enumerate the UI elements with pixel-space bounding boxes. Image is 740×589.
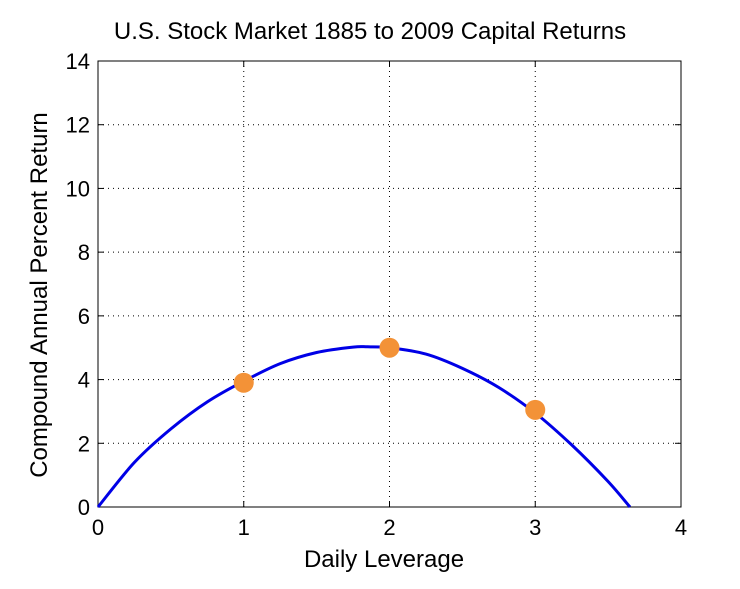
data-point-2 <box>379 337 400 358</box>
chart-title: U.S. Stock Market 1885 to 2009 Capital R… <box>114 18 626 45</box>
x-tick-label-1: 1 <box>238 515 250 540</box>
y-tick-label-0: 0 <box>78 495 90 520</box>
x-tick-label-4: 4 <box>675 515 687 540</box>
y-tick-label-4: 4 <box>78 368 90 393</box>
y-axis-title: Compound Annual Percent Return <box>26 112 53 478</box>
data-point-3 <box>525 399 546 420</box>
series <box>96 337 632 508</box>
x-axis-title: Daily Leverage <box>304 546 464 573</box>
y-tick-label-6: 6 <box>78 304 90 329</box>
x-tick-label-2: 2 <box>383 515 395 540</box>
data-point-1 <box>233 372 254 393</box>
x-tick-label-0: 0 <box>92 515 104 540</box>
grid <box>98 61 681 507</box>
series-line-curve <box>96 345 632 508</box>
x-tick-label-3: 3 <box>529 515 541 540</box>
y-tick-label-10: 10 <box>66 176 90 201</box>
y-tick-label-2: 2 <box>78 431 90 456</box>
y-tick-label-8: 8 <box>78 240 90 265</box>
y-tick-label-14: 14 <box>66 49 90 74</box>
y-tick-label-12: 12 <box>66 113 90 138</box>
